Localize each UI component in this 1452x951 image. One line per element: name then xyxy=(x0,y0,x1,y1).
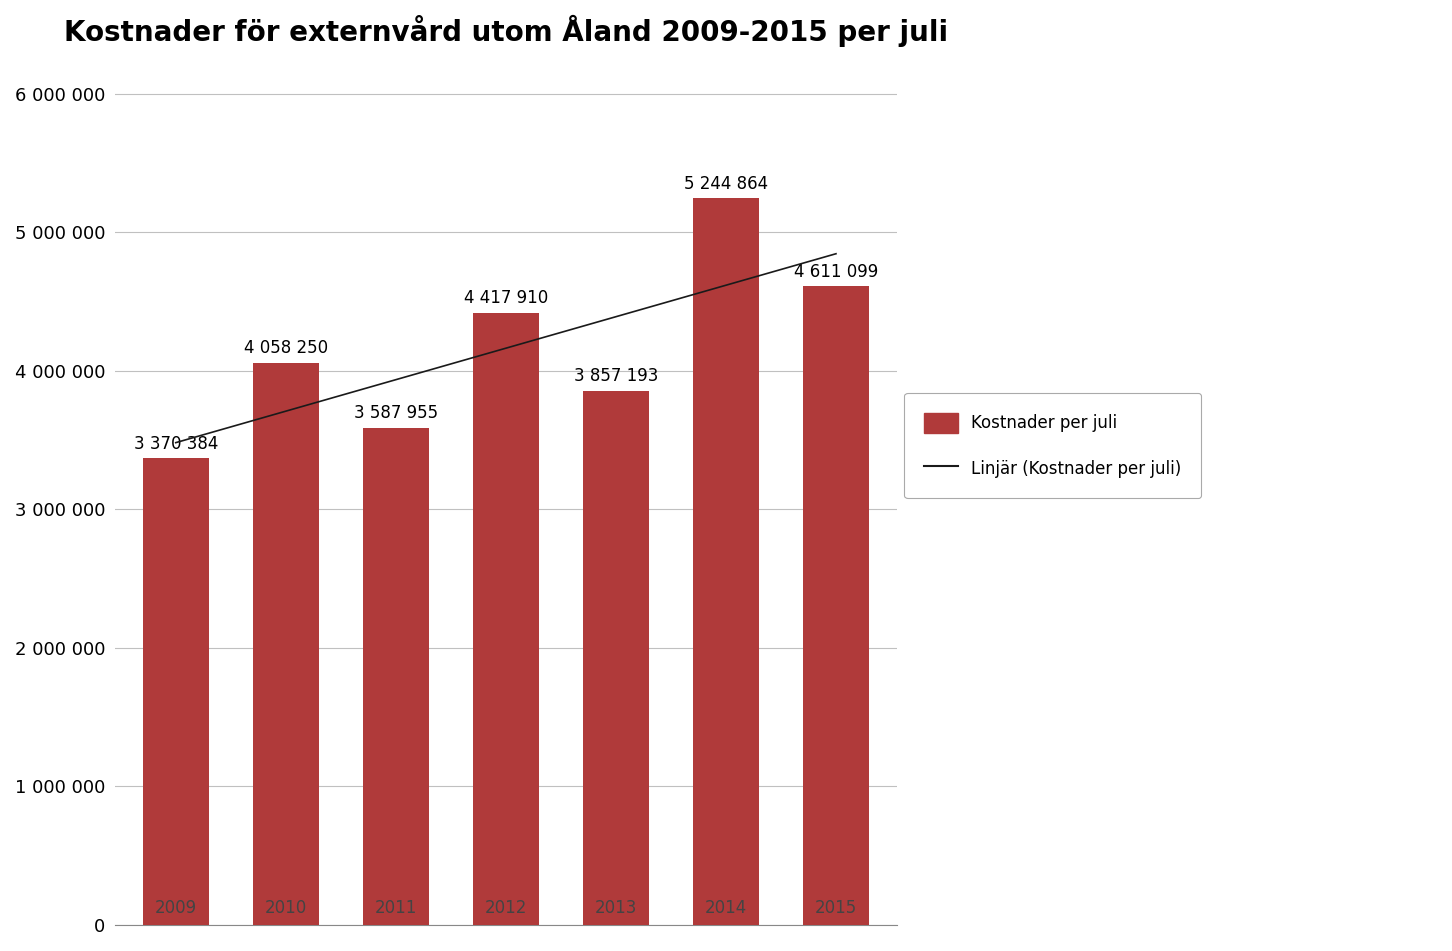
Bar xyxy=(363,428,428,925)
Bar xyxy=(253,363,319,925)
Text: 3 587 955: 3 587 955 xyxy=(354,404,439,422)
Text: 5 244 864: 5 244 864 xyxy=(684,175,768,193)
Legend: Kostnader per juli, Linjär (Kostnader per juli): Kostnader per juli, Linjär (Kostnader pe… xyxy=(905,393,1201,498)
Text: 2011: 2011 xyxy=(375,899,417,917)
Text: 3 370 384: 3 370 384 xyxy=(134,435,218,453)
Text: 2012: 2012 xyxy=(485,899,527,917)
Text: 2015: 2015 xyxy=(815,899,857,917)
Bar xyxy=(582,391,649,925)
Title: Kostnader för externvård utom Åland 2009-2015 per juli: Kostnader för externvård utom Åland 2009… xyxy=(64,15,948,48)
Text: 4 417 910: 4 417 910 xyxy=(463,289,547,307)
Bar xyxy=(693,199,759,925)
Text: 3 857 193: 3 857 193 xyxy=(574,367,658,385)
Text: 2013: 2013 xyxy=(595,899,637,917)
Text: 2009: 2009 xyxy=(155,899,197,917)
Bar xyxy=(803,286,868,925)
Text: 4 611 099: 4 611 099 xyxy=(794,262,878,281)
Text: 2010: 2010 xyxy=(264,899,306,917)
Text: 4 058 250: 4 058 250 xyxy=(244,340,328,358)
Bar xyxy=(473,313,539,925)
Text: 2014: 2014 xyxy=(704,899,748,917)
Bar xyxy=(142,458,209,925)
